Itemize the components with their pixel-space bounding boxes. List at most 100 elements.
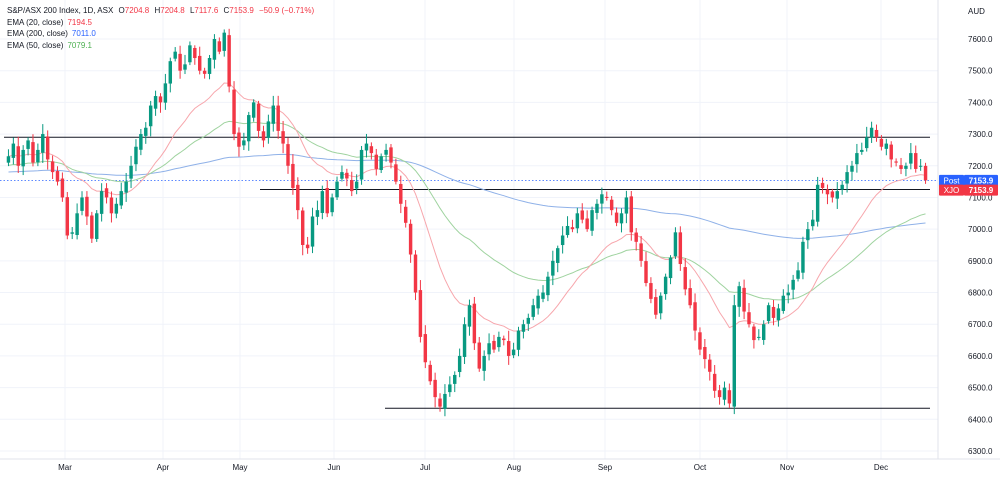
candle-body[interactable] — [65, 197, 70, 236]
candle-body[interactable] — [16, 146, 20, 166]
candle-body[interactable] — [757, 336, 761, 338]
candle-body[interactable] — [21, 149, 25, 167]
candle-body[interactable] — [492, 340, 496, 350]
candle-body[interactable] — [634, 232, 638, 242]
candle-body[interactable] — [609, 199, 614, 211]
candle-body[interactable] — [703, 347, 707, 360]
candle-body[interactable] — [394, 164, 398, 182]
candle-body[interactable] — [815, 184, 820, 222]
candle-body[interactable] — [315, 210, 320, 217]
candle-body[interactable] — [502, 338, 506, 341]
candle-body[interactable] — [178, 53, 182, 71]
candle-body[interactable] — [506, 341, 511, 356]
candle-body[interactable] — [320, 191, 325, 213]
candle-body[interactable] — [747, 312, 751, 325]
candle-body[interactable] — [232, 89, 236, 135]
candle-body[interactable] — [26, 140, 30, 149]
candle-body[interactable] — [536, 295, 540, 309]
candle-body[interactable] — [605, 196, 609, 198]
candle-body[interactable] — [644, 261, 648, 284]
candle-body[interactable] — [364, 143, 369, 151]
candle-body[interactable] — [266, 121, 271, 138]
candle-body[interactable] — [894, 161, 898, 163]
candle-body[interactable] — [168, 61, 173, 84]
candle-body[interactable] — [158, 96, 163, 103]
candle-body[interactable] — [546, 276, 550, 296]
candle-body[interactable] — [50, 161, 55, 173]
candle-body[interactable] — [855, 153, 859, 165]
candle-body[interactable] — [649, 283, 653, 299]
candle-body[interactable] — [448, 384, 452, 393]
candle-body[interactable] — [766, 305, 771, 322]
candle-body[interactable] — [659, 295, 663, 314]
candle-body[interactable] — [433, 379, 437, 398]
candle-body[interactable] — [70, 232, 74, 234]
candle-body[interactable] — [325, 188, 329, 214]
candle-body[interactable] — [860, 149, 864, 152]
candle-body[interactable] — [899, 165, 903, 169]
candle-body[interactable] — [153, 96, 158, 109]
candle-body[interactable] — [889, 144, 893, 160]
candle-body[interactable] — [752, 326, 756, 341]
candle-body[interactable] — [820, 182, 825, 188]
candle-body[interactable] — [36, 149, 40, 163]
candle-body[interactable] — [173, 51, 177, 59]
candle-body[interactable] — [693, 302, 697, 331]
candle-body[interactable] — [526, 317, 531, 324]
candle-body[interactable] — [639, 243, 643, 261]
candle-body[interactable] — [914, 153, 918, 169]
candle-body[interactable] — [310, 216, 315, 247]
candle-body[interactable] — [497, 336, 501, 348]
candle-body[interactable] — [590, 210, 594, 231]
candle-body[interactable] — [796, 270, 800, 279]
candle-body[interactable] — [300, 210, 305, 245]
candle-body[interactable] — [879, 138, 884, 147]
candle-body[interactable] — [359, 149, 364, 180]
candle-body[interactable] — [148, 105, 153, 127]
candle-body[interactable] — [516, 330, 521, 350]
candle-body[interactable] — [119, 191, 123, 206]
candle-body[interactable] — [791, 279, 795, 290]
candle-body[interactable] — [99, 191, 104, 214]
candle-body[interactable] — [722, 387, 727, 400]
candle-body[interactable] — [418, 290, 423, 337]
candle-body[interactable] — [271, 105, 275, 124]
candle-body[interactable] — [786, 292, 790, 296]
candle-body[interactable] — [139, 134, 143, 150]
candle-body[interactable] — [202, 70, 207, 74]
candle-body[interactable] — [845, 172, 849, 184]
candle-body[interactable] — [31, 142, 35, 163]
candle-body[interactable] — [207, 58, 212, 74]
candle-body[interactable] — [198, 55, 202, 71]
candle-body[interactable] — [163, 83, 168, 103]
candle-body[interactable] — [144, 127, 148, 136]
candle-body[interactable] — [708, 359, 712, 372]
candle-body[interactable] — [374, 154, 378, 169]
candle-body[interactable] — [551, 260, 555, 276]
candle-body[interactable] — [688, 288, 692, 306]
candle-body[interactable] — [354, 181, 359, 189]
candle-body[interactable] — [95, 213, 99, 239]
candle-body[interactable] — [457, 355, 462, 373]
candle-body[interactable] — [188, 45, 192, 63]
candle-body[interactable] — [443, 393, 447, 409]
candle-body[interactable] — [222, 32, 226, 51]
candle-body[interactable] — [742, 287, 746, 312]
candle-body[interactable] — [467, 305, 472, 327]
candle-body[interactable] — [438, 398, 442, 407]
candle-body[interactable] — [570, 227, 575, 230]
candle-body[interactable] — [45, 136, 50, 160]
candle-body[interactable] — [781, 295, 786, 311]
candle-body[interactable] — [55, 171, 60, 182]
candle-body[interactable] — [663, 276, 668, 295]
candle-body[interactable] — [384, 149, 388, 155]
horizontal-levels[interactable] — [0, 136, 938, 409]
candle-body[interactable] — [428, 364, 432, 382]
candle-body[interactable] — [227, 35, 231, 87]
candle-body[interactable] — [698, 332, 702, 350]
candle-body[interactable] — [114, 203, 119, 214]
candle-body[interactable] — [350, 180, 354, 192]
candle-body[interactable] — [619, 213, 624, 224]
candle-body[interactable] — [521, 324, 526, 332]
